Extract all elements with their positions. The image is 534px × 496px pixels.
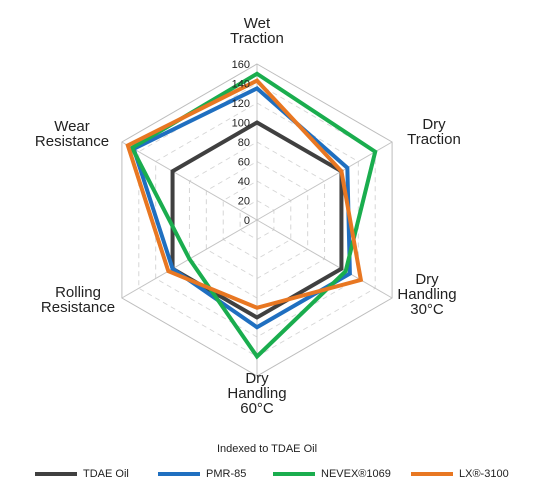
tick-label-0: 0 bbox=[244, 215, 250, 227]
legend-label-nevex-1069: NEVEX®1069 bbox=[321, 468, 391, 480]
legend-item-pmr-85: PMR-85 bbox=[158, 464, 246, 484]
tick-label-160: 160 bbox=[232, 59, 250, 71]
axis-label-dry-handling-60-c: Dry Handling 60°C bbox=[227, 370, 286, 417]
grid-spoke-1 bbox=[256, 141, 393, 221]
axis-label-rolling-resistance: Rolling Resistance bbox=[41, 284, 115, 316]
legend-label-pmr-85: PMR-85 bbox=[206, 468, 247, 480]
series-nevex-1069 bbox=[129, 71, 378, 360]
tick-label-140: 140 bbox=[232, 79, 250, 91]
tick-label-120: 120 bbox=[232, 98, 250, 110]
radar-series bbox=[125, 71, 378, 360]
tick-label-100: 100 bbox=[232, 118, 250, 130]
axis-label-dry-traction: Dry Traction bbox=[407, 116, 461, 148]
tick-label-40: 40 bbox=[238, 176, 250, 188]
axis-label-wear-resistance: Wear Resistance bbox=[35, 118, 109, 150]
legend-swatch-nevex-1069 bbox=[273, 472, 315, 476]
legend-item-lx-3100: LX®-3100 bbox=[411, 464, 509, 484]
legend-item-tdae-oil: TDAE Oil bbox=[35, 464, 129, 484]
index-note: Indexed to TDAE Oil bbox=[216, 443, 318, 455]
legend-label-lx-3100: LX®-3100 bbox=[459, 468, 509, 480]
axis-label-wet-traction: Wet Traction bbox=[230, 15, 284, 47]
axis-label-dry-handling-30-c: Dry Handling 30°C bbox=[397, 271, 456, 318]
tick-label-80: 80 bbox=[238, 137, 250, 149]
radar-tick-labels: 0 20 40 60 80 100 120 140 160 bbox=[232, 59, 250, 227]
tick-label-60: 60 bbox=[238, 157, 250, 169]
grid-spoke-2 bbox=[256, 219, 393, 299]
tick-label-20: 20 bbox=[238, 196, 250, 208]
series-lx-3100 bbox=[125, 78, 364, 310]
radar-chart: 0 20 40 60 80 100 120 140 160 Wet Traction Dry Trac… bbox=[35, 15, 461, 417]
radar-axis-labels: Wet Traction Dry Traction Dry Handling 30°C Dry… bbox=[35, 15, 461, 417]
legend-swatch-lx-3100 bbox=[411, 472, 453, 476]
legend-swatch-tdae-oil bbox=[35, 472, 77, 476]
legend-label-tdae-oil: TDAE Oil bbox=[83, 468, 129, 480]
grid-spoke-5 bbox=[121, 141, 258, 221]
legend-item-nevex-1069: NEVEX®1069 bbox=[273, 464, 391, 484]
legend-swatch-pmr-85 bbox=[158, 472, 200, 476]
legend: TDAE Oil PMR-85 NEVEX®1069 LX®-3100 bbox=[0, 464, 534, 484]
